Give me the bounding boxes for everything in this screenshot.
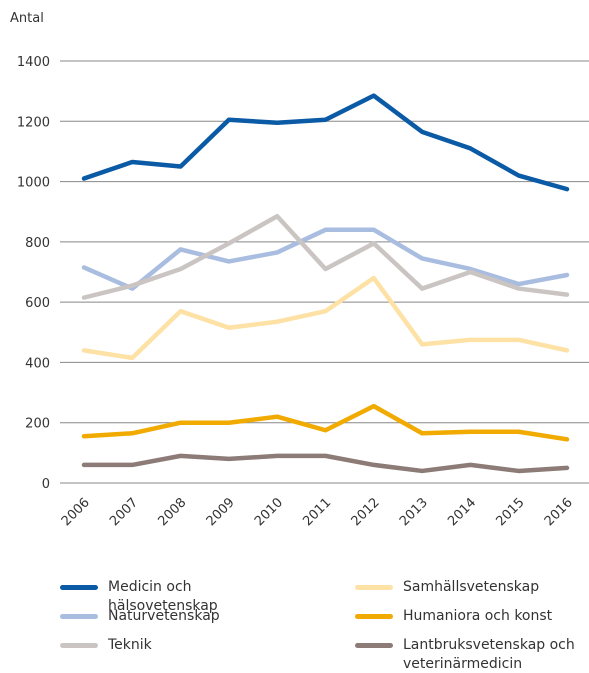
legend-item: Naturvetenskap [60, 607, 220, 626]
y-tick-label: 800 [25, 236, 50, 251]
series-line [81, 213, 570, 300]
y-tick-label: 0 [42, 477, 50, 492]
legend-swatch [60, 643, 98, 648]
chart: Antal 0 200 400 600 800 1000 1200 1400 2006 2007 2… [10, 11, 589, 529]
series-line [81, 227, 570, 291]
legend-label: Teknik [108, 637, 152, 653]
legend-swatch [355, 643, 393, 648]
x-tick-label: 2011 [300, 495, 334, 529]
x-tick-label: 2006 [59, 495, 93, 529]
legend-label: Naturvetenskap [108, 608, 220, 624]
legend-item: Medicin och hälsovetenskap [60, 578, 288, 616]
y-tick-label: 400 [25, 356, 50, 371]
legend-swatch [60, 585, 98, 590]
legend-swatch [355, 614, 393, 619]
y-tick-label: 1400 [17, 55, 50, 70]
x-tick-label: 2013 [397, 495, 431, 529]
x-tick-label: 2012 [349, 495, 383, 529]
y-axis-label: Antal [10, 11, 44, 26]
legend-label: Samhällsvetenskap [403, 579, 540, 595]
series-line [81, 93, 570, 192]
legend-item: Lantbruksvetenskap och veterinärmedicin [355, 636, 583, 673]
y-tick-label: 1000 [17, 176, 50, 191]
x-tick-label: 2010 [252, 495, 286, 529]
x-tick-label: 2009 [204, 495, 238, 529]
legend-item: Samhällsvetenskap [355, 578, 539, 597]
series-line [81, 403, 570, 442]
legend-label: Medicin och hälsovetenskap [108, 579, 218, 614]
legend-label: Lantbruksvetenskap och veterinärmedicin [403, 637, 575, 672]
x-tick-label: 2014 [445, 495, 479, 529]
legend-swatch [60, 614, 98, 619]
legend-item: Humaniora och konst [355, 607, 552, 626]
legend-item: Teknik [60, 636, 152, 655]
x-tick-label: 2008 [155, 495, 189, 529]
series-line [81, 453, 570, 474]
legend-label: Humaniora och konst [403, 608, 553, 624]
y-tick-label: 200 [25, 417, 50, 432]
x-tick-label: 2015 [494, 495, 528, 529]
series-line [81, 275, 570, 361]
x-tick-label: 2007 [107, 495, 141, 529]
legend-swatch [355, 585, 393, 590]
y-tick-label: 1200 [17, 115, 50, 130]
y-tick-label: 600 [25, 296, 50, 311]
x-tick-label: 2016 [542, 495, 576, 529]
